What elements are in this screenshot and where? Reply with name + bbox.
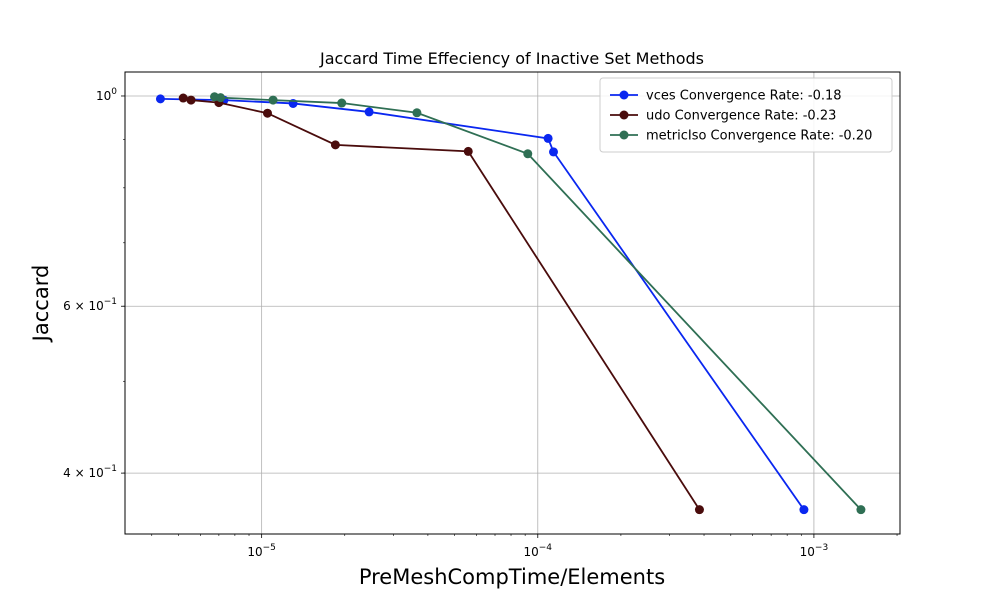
legend-entry: metricIso Convergence Rate: -0.20 [610, 129, 872, 144]
legend-label: metricIso Convergence Rate: -0.20 [646, 129, 872, 144]
data-point [548, 147, 558, 157]
legend-box [599, 77, 893, 153]
series-1 [178, 93, 704, 515]
data-point [543, 133, 553, 143]
y-tick-label: 100 [96, 87, 117, 103]
data-point [799, 505, 809, 515]
legend-label: udo Convergence Rate: -0.23 [646, 109, 836, 124]
series-0 [155, 94, 809, 515]
data-point [178, 93, 188, 103]
data-point [155, 94, 165, 104]
legend-entry: udo Convergence Rate: -0.23 [610, 109, 836, 124]
legend-swatch-marker [619, 110, 629, 120]
data-point [856, 505, 866, 515]
series-line [160, 97, 805, 511]
data-point [337, 98, 347, 108]
chart-title: Jaccard Time Effeciency of Inactive Set … [319, 49, 704, 68]
data-point [694, 505, 704, 515]
series-group [155, 92, 866, 515]
series-line [182, 97, 701, 511]
x-tick-label: 10−5 [247, 543, 276, 559]
legend-label: vces Convergence Rate: -0.18 [646, 89, 842, 104]
series-2 [210, 92, 866, 515]
legend: vces Convergence Rate: -0.18 udo Converge… [599, 77, 893, 153]
data-point [364, 107, 374, 117]
y-axis-label: Jaccard [29, 265, 53, 344]
x-tick-label: 10−4 [523, 543, 552, 559]
x-axis-label: PreMeshCompTime/Elements [359, 565, 665, 589]
y-tick-label: 4 × 10−1 [63, 464, 117, 480]
legend-entry: vces Convergence Rate: -0.18 [610, 89, 842, 104]
data-point [523, 149, 533, 159]
data-point [268, 95, 278, 105]
x-tick-label: 10−3 [800, 543, 829, 559]
legend-swatch-marker [619, 130, 629, 140]
y-tick-label: 6 × 10−1 [63, 297, 117, 313]
plot-frame [124, 71, 901, 535]
data-point [463, 146, 473, 156]
data-point [412, 108, 422, 118]
data-point [330, 140, 340, 150]
data-point [186, 95, 196, 105]
legend-swatch-marker [619, 90, 629, 100]
data-point [262, 108, 272, 118]
data-point [216, 93, 226, 103]
